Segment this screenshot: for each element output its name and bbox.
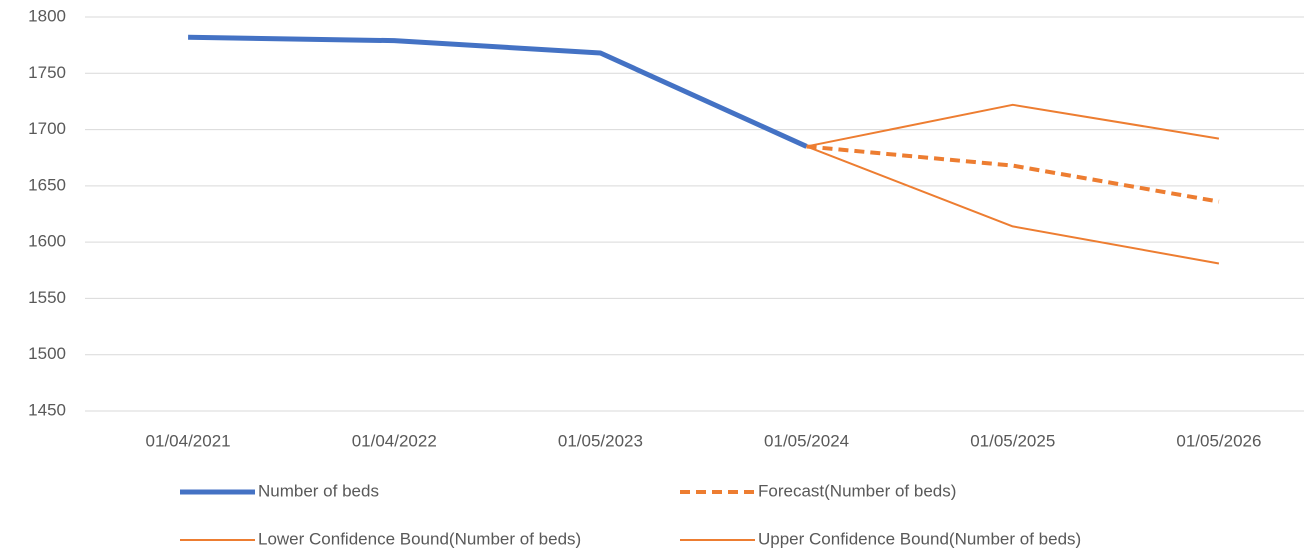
legend-label: Number of beds: [258, 481, 379, 500]
legend-label: Lower Confidence Bound(Number of beds): [258, 529, 581, 548]
y-tick-label: 1600: [28, 232, 66, 251]
x-tick-label: 01/05/2026: [1176, 431, 1261, 450]
series-line: [806, 145, 1220, 265]
y-tick-label: 1650: [28, 175, 66, 194]
y-tick-label: 1750: [28, 63, 66, 82]
x-tick-label: 01/05/2024: [764, 431, 849, 450]
series-line: [806, 144, 1220, 204]
y-tick-label: 1500: [28, 344, 66, 363]
y-tick-label: 1700: [28, 119, 66, 138]
y-tick-label: 1450: [28, 400, 66, 419]
x-tick-label: 01/04/2021: [146, 431, 231, 450]
legend-label: Forecast(Number of beds): [758, 481, 956, 500]
series-line: [806, 103, 1220, 148]
x-tick-label: 01/05/2023: [558, 431, 643, 450]
y-tick-label: 1550: [28, 288, 66, 307]
legend-label: Upper Confidence Bound(Number of beds): [758, 529, 1081, 548]
series-line: [188, 34, 808, 149]
x-tick-label: 01/05/2025: [970, 431, 1055, 450]
x-tick-label: 01/04/2022: [352, 431, 437, 450]
y-tick-label: 1800: [28, 6, 66, 25]
